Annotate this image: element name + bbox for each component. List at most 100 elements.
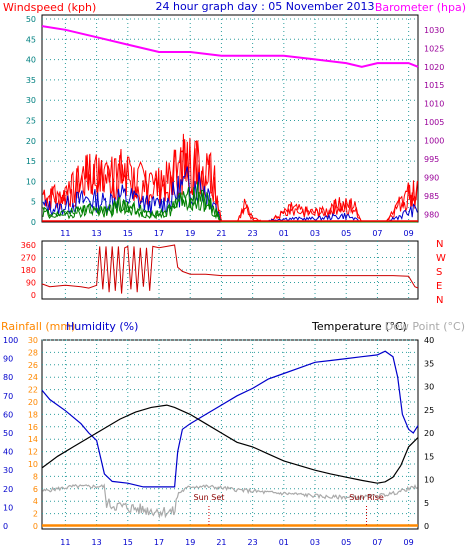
rainfall-tick: 10 [28, 460, 38, 469]
hour-tick: 05 [341, 538, 351, 547]
rainfall-axis-label: Rainfall (mm) [1, 320, 75, 333]
direction-series [41, 244, 419, 294]
hour-tick: 15 [123, 538, 133, 547]
barometer-tick: 1030 [424, 26, 444, 35]
barometer-tick: 990 [424, 174, 439, 183]
compass-label: N [436, 295, 443, 306]
rainfall-tick: 2 [33, 510, 38, 519]
temperature-line [41, 404, 419, 484]
humidity-tick: 0 [3, 522, 8, 531]
barometer-tick-labels: 980 985 990 995 1000 1005 1010 1015 1020 1025 1030 [424, 26, 444, 220]
windspeed-tick: 40 [26, 56, 36, 65]
rainfall-tick: 14 [28, 435, 38, 444]
hour-tick: 21 [216, 538, 226, 547]
humidity-axis-label: Humidity (%) [66, 320, 138, 333]
wind-panel-frame [41, 14, 419, 223]
barometer-tick: 1025 [424, 44, 444, 53]
humidity-tick: 40 [3, 448, 13, 457]
hour-tick: 07 [372, 229, 382, 238]
hour-tick: 11 [60, 229, 70, 238]
rainfall-tick: 24 [28, 373, 38, 382]
humidity-tick: 60 [3, 410, 13, 419]
sun-marker-label: Sun Rise [349, 493, 384, 502]
hour-tick: 13 [92, 229, 102, 238]
compass-label: S [436, 267, 442, 278]
wind-direction-line [41, 244, 419, 294]
rainfall-tick: 6 [33, 485, 38, 494]
temperature-tick-labels: 0 5 10 15 20 25 30 35 40 [424, 336, 434, 531]
hour-tick: 23 [248, 229, 258, 238]
wind-low-line [42, 186, 418, 223]
direction-tick-labels: 0 90 180 270 360 [21, 241, 36, 300]
humidity-tick: 10 [3, 503, 13, 512]
temperature-tick: 25 [424, 406, 434, 415]
rainfall-tick: 30 [28, 336, 38, 345]
direction-panel-grid [42, 241, 418, 299]
temperature-tick: 30 [424, 383, 434, 392]
rainfall-tick: 0 [33, 522, 38, 531]
temperature-tick: 10 [424, 476, 434, 485]
humidity-tick-labels: 0 10 20 30 40 50 60 70 80 90 100 [3, 336, 18, 531]
windspeed-tick: 30 [26, 96, 36, 105]
humidity-tick: 70 [3, 392, 13, 401]
windspeed-tick: 50 [26, 15, 36, 24]
windspeed-tick: 0 [31, 218, 36, 227]
rainfall-tick: 4 [33, 497, 38, 506]
rainfall-tick: 8 [33, 472, 38, 481]
hour-tick: 01 [279, 538, 289, 547]
humidity-tick: 30 [3, 466, 13, 475]
direction-tick: 360 [21, 241, 36, 250]
wind-series [41, 25, 419, 223]
barometer-tick: 1015 [424, 81, 444, 90]
hour-tick: 23 [248, 538, 258, 547]
hour-tick: 03 [310, 538, 320, 547]
temperature-tick: 5 [424, 499, 429, 508]
temp-series [41, 350, 419, 527]
hour-tick: 09 [404, 538, 414, 547]
temperature-tick: 0 [424, 522, 429, 531]
hour-tick: 03 [310, 229, 320, 238]
windspeed-tick: 15 [26, 157, 36, 166]
humidity-tick: 50 [3, 429, 13, 438]
humidity-tick: 20 [3, 485, 13, 494]
hour-tick: 11 [60, 538, 70, 547]
humidity-tick: 90 [3, 355, 13, 364]
hour-tick: 13 [92, 538, 102, 547]
hour-tick: 05 [341, 229, 351, 238]
windspeed-tick: 45 [26, 35, 36, 44]
direction-tick: 0 [31, 291, 36, 300]
hour-tick: 07 [372, 538, 382, 547]
hour-tick: 19 [185, 229, 195, 238]
wind-panel-grid [42, 15, 418, 222]
windspeed-tick: 35 [26, 76, 36, 85]
hour-tick: 15 [123, 229, 133, 238]
direction-tick: 180 [21, 266, 36, 275]
rainfall-tick: 28 [28, 348, 38, 357]
windspeed-tick: 10 [26, 177, 36, 186]
direction-tick: 90 [26, 279, 36, 288]
temperature-tick: 35 [424, 359, 434, 368]
temperature-tick: 40 [424, 336, 434, 345]
humidity-line [41, 350, 419, 488]
sun-annotations: Sun Set Sun Rise [193, 493, 384, 526]
hour-tick: 01 [279, 229, 289, 238]
direction-tick: 270 [21, 254, 36, 263]
rainfall-tick: 20 [28, 398, 38, 407]
windspeed-axis-label: Windspeed (kph) [3, 1, 96, 14]
sun-marker-label: Sun Set [193, 493, 224, 502]
barometer-tick: 1005 [424, 118, 444, 127]
wind-hour-tick-labels: 11 13 15 17 19 21 23 01 03 05 07 09 [60, 229, 413, 238]
windspeed-tick: 20 [26, 137, 36, 146]
rainfall-tick: 18 [28, 410, 38, 419]
rainfall-tick: 12 [28, 448, 38, 457]
barometer-tick: 980 [424, 211, 439, 220]
hour-tick: 17 [154, 229, 164, 238]
hour-tick: 17 [154, 538, 164, 547]
windspeed-tick-labels: 0 5 10 15 20 25 30 35 40 45 50 [26, 15, 36, 227]
barometer-tick: 985 [424, 192, 439, 201]
